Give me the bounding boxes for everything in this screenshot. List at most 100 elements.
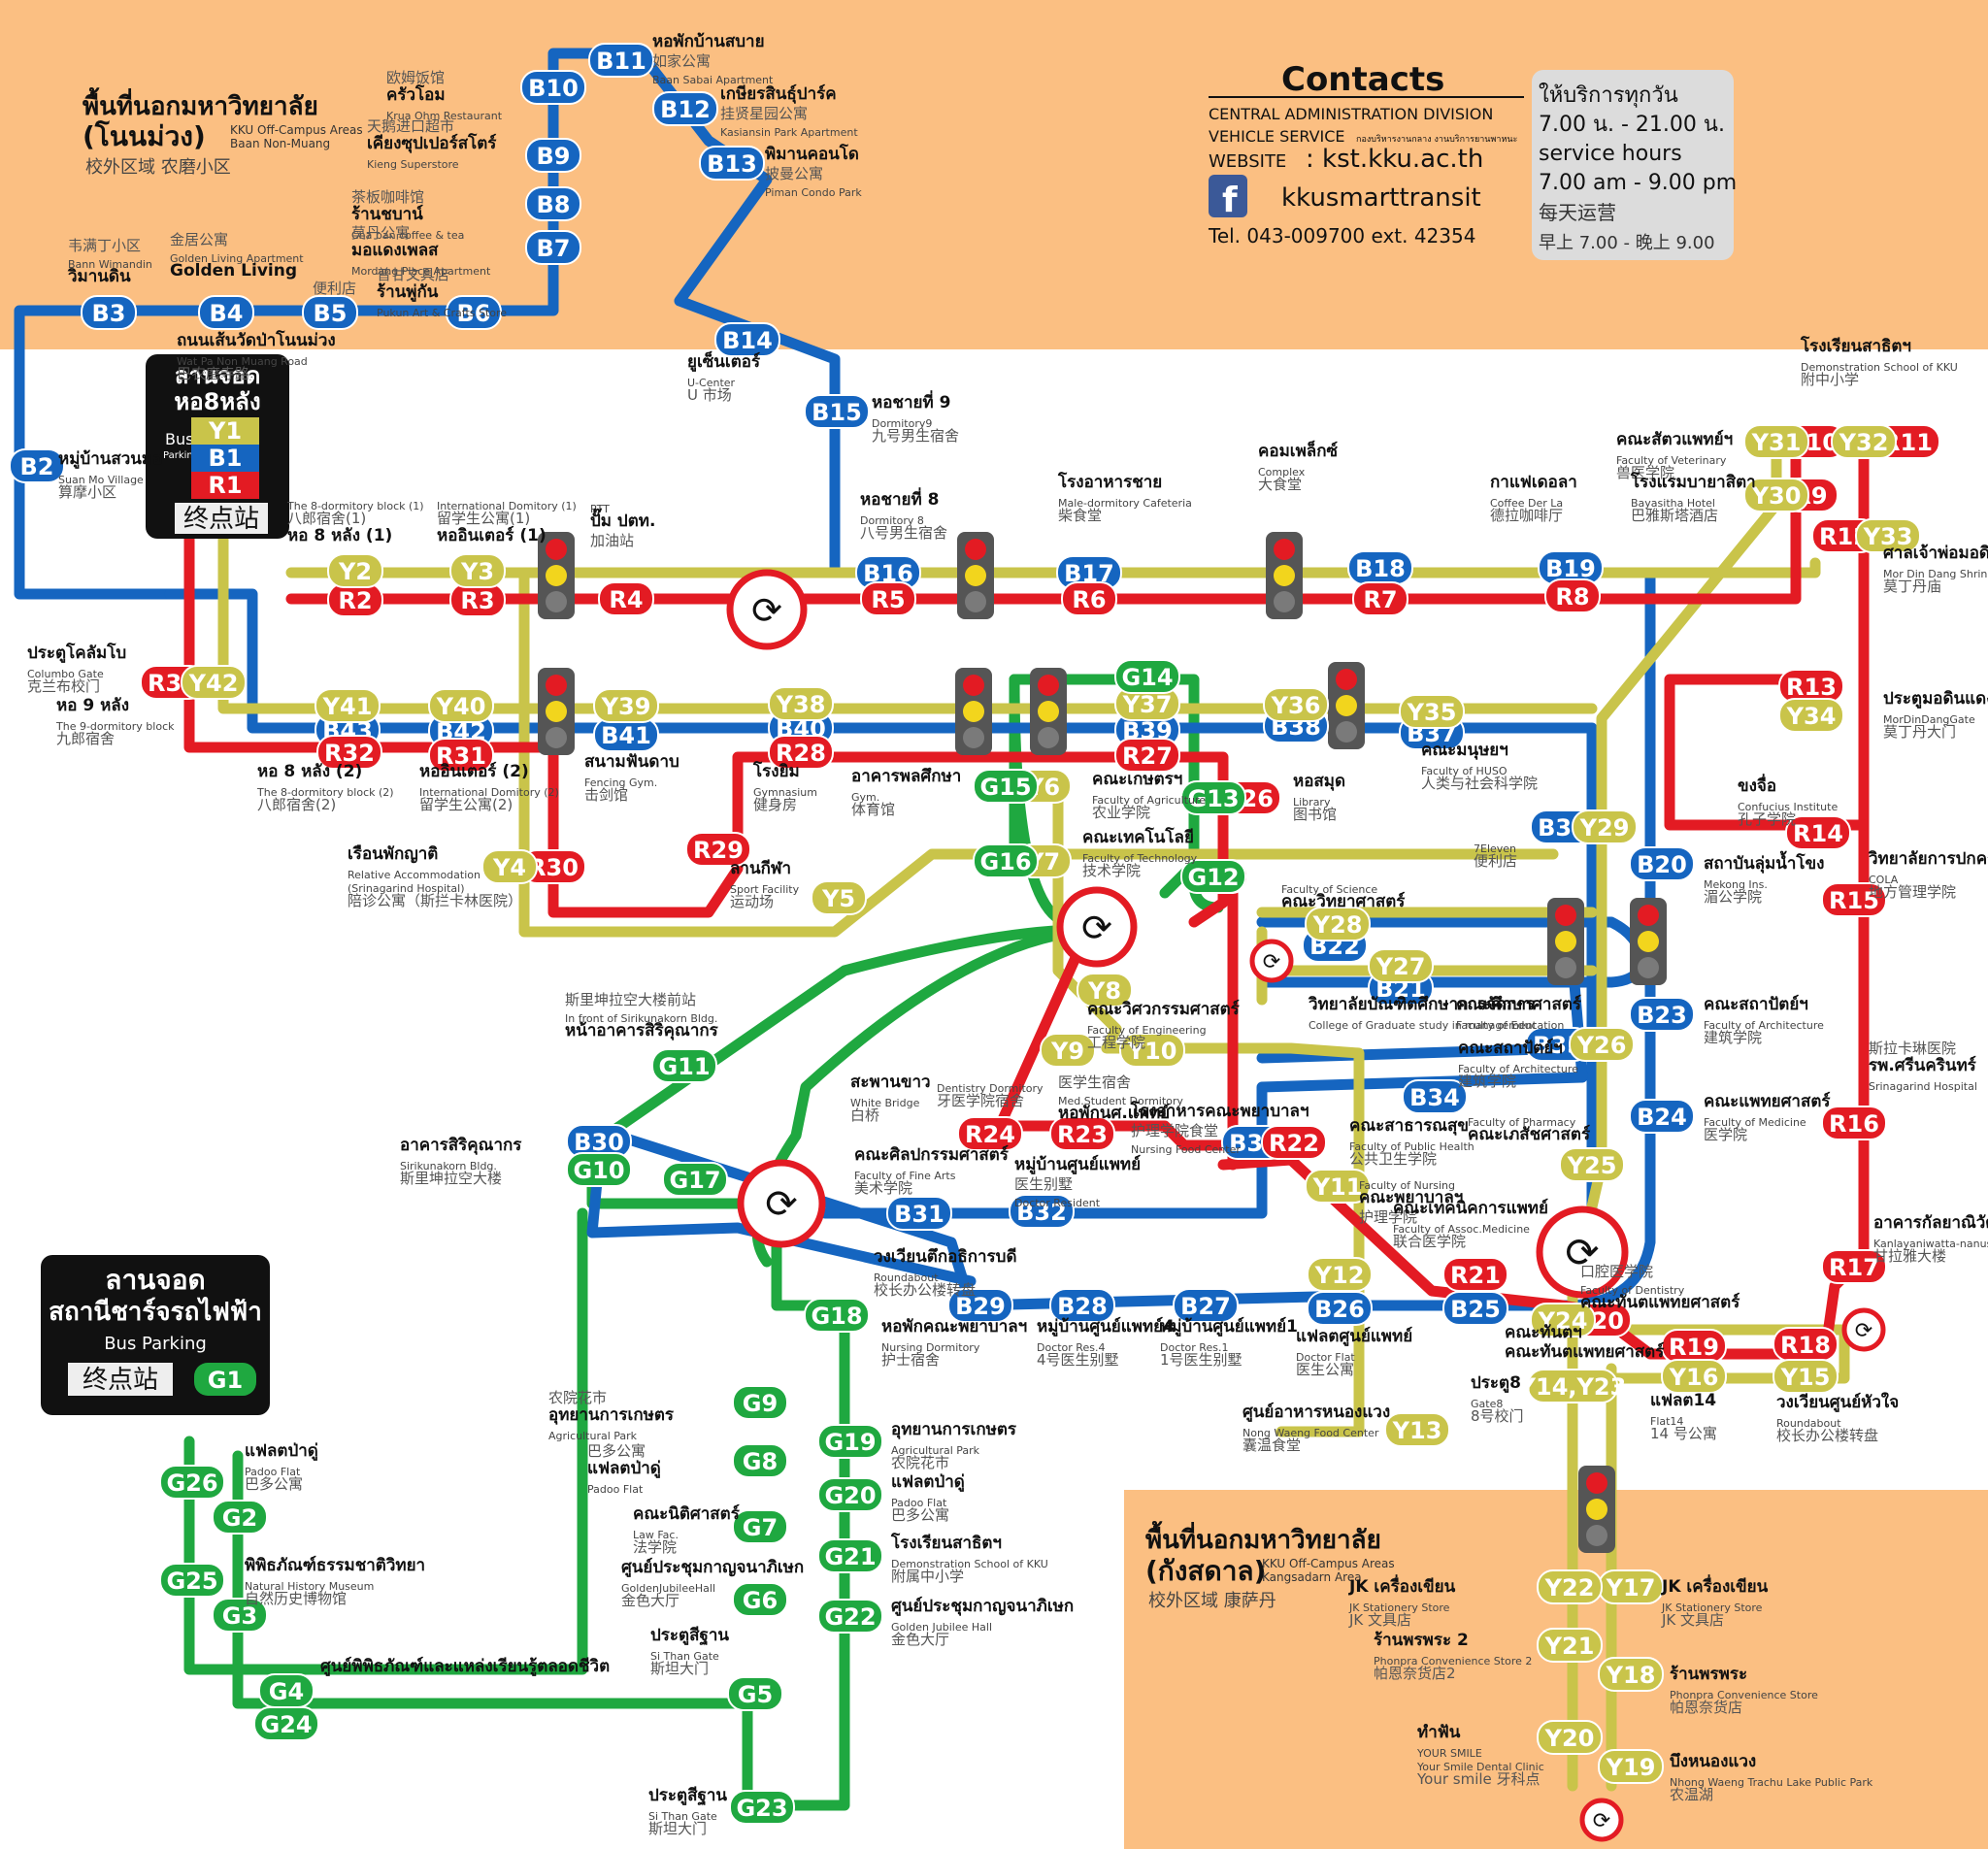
station-g16[interactable]: G16: [973, 843, 1039, 878]
station-y28[interactable]: Y28: [1305, 907, 1371, 941]
station-y2[interactable]: Y2: [327, 553, 383, 588]
station-r2[interactable]: R2: [327, 582, 383, 617]
station-g20[interactable]: G20: [817, 1477, 883, 1512]
station-y34[interactable]: Y34: [1778, 698, 1844, 733]
station-r14[interactable]: R14: [1785, 815, 1851, 850]
station-g23[interactable]: G23: [729, 1790, 795, 1825]
station-b32[interactable]: B32: [1009, 1194, 1075, 1229]
station-y9[interactable]: Y9: [1040, 1033, 1096, 1068]
station-b13[interactable]: B13: [699, 146, 765, 181]
station-r23[interactable]: R23: [1049, 1116, 1115, 1151]
station-y4[interactable]: Y4: [481, 849, 538, 884]
station-r3[interactable]: R3: [449, 582, 506, 617]
station-r19[interactable]: R19: [1661, 1329, 1727, 1364]
station-r31[interactable]: R31: [428, 738, 494, 773]
station-y21[interactable]: Y21: [1537, 1628, 1603, 1663]
station-y27[interactable]: Y27: [1368, 948, 1434, 983]
station-y33[interactable]: Y33: [1855, 518, 1921, 553]
station-g2[interactable]: G2: [212, 1500, 268, 1535]
station-g15[interactable]: G15: [973, 769, 1039, 804]
station-r24[interactable]: R24: [957, 1116, 1023, 1151]
station-b4[interactable]: B4: [198, 295, 254, 330]
station-y12[interactable]: Y12: [1307, 1257, 1373, 1292]
station-g17[interactable]: G17: [662, 1162, 728, 1197]
station-y18[interactable]: Y18: [1598, 1657, 1664, 1692]
station-b28[interactable]: B28: [1049, 1288, 1115, 1323]
station-b10[interactable]: B10: [520, 70, 586, 105]
station-b2[interactable]: B2: [9, 448, 65, 483]
station-b11[interactable]: B11: [588, 43, 654, 78]
station-b25[interactable]: B25: [1442, 1291, 1508, 1326]
station-y30[interactable]: Y30: [1743, 478, 1809, 512]
station-r28[interactable]: R28: [768, 735, 834, 770]
station-g7[interactable]: G7: [732, 1509, 788, 1544]
station-r5[interactable]: R5: [860, 581, 916, 616]
station-g8[interactable]: G8: [732, 1443, 788, 1478]
station-b9[interactable]: B9: [525, 138, 581, 173]
station-r4[interactable]: R4: [598, 581, 654, 616]
station-g10[interactable]: G10: [566, 1152, 632, 1187]
contacts-website[interactable]: : kst.kku.ac.th: [1306, 145, 1483, 174]
station-r15[interactable]: R15: [1821, 882, 1887, 917]
station-b29[interactable]: B29: [947, 1288, 1013, 1323]
station-b5[interactable]: B5: [302, 295, 358, 330]
station-b19[interactable]: B19: [1538, 550, 1604, 585]
station-b24[interactable]: B24: [1629, 1099, 1695, 1134]
station-r22[interactable]: R22: [1261, 1125, 1327, 1160]
station-y22[interactable]: Y22: [1537, 1569, 1603, 1604]
station-y38[interactable]: Y38: [768, 686, 834, 721]
station-g14[interactable]: G14: [1114, 659, 1180, 694]
station-b30[interactable]: B30: [566, 1124, 632, 1159]
station-b6[interactable]: B6: [446, 295, 502, 330]
station-y26[interactable]: Y26: [1569, 1027, 1635, 1062]
station-b17[interactable]: B17: [1056, 555, 1122, 590]
station-y10[interactable]: Y10: [1119, 1033, 1185, 1068]
station-g5[interactable]: G5: [727, 1676, 783, 1711]
station-r18[interactable]: R18: [1773, 1327, 1839, 1362]
station-y19[interactable]: Y19: [1598, 1749, 1664, 1784]
station-y11[interactable]: Y11: [1305, 1169, 1371, 1204]
station-r13[interactable]: R13: [1778, 669, 1844, 704]
station-r21[interactable]: R21: [1442, 1257, 1508, 1292]
station-g19[interactable]: G19: [817, 1424, 883, 1459]
station-y25[interactable]: Y25: [1559, 1147, 1625, 1182]
station-y29[interactable]: Y29: [1572, 809, 1638, 844]
station-b12[interactable]: B12: [652, 91, 718, 126]
station-y14-y23[interactable]: Y14,Y23: [1518, 1369, 1627, 1403]
contacts-facebook[interactable]: kkusmarttransit: [1281, 183, 1481, 213]
station-b14[interactable]: B14: [714, 322, 780, 357]
station-g18[interactable]: G18: [804, 1298, 870, 1333]
station-g12[interactable]: G12: [1180, 859, 1246, 894]
station-y31[interactable]: Y31: [1743, 424, 1809, 459]
station-r16[interactable]: R16: [1821, 1106, 1887, 1140]
station-b27[interactable]: B27: [1173, 1288, 1239, 1323]
station-y39[interactable]: Y39: [593, 688, 659, 723]
station-b41[interactable]: B41: [593, 717, 659, 752]
station-b15[interactable]: B15: [804, 394, 870, 429]
station-y35[interactable]: Y35: [1399, 694, 1465, 729]
station-y36[interactable]: Y36: [1263, 687, 1329, 722]
station-y3[interactable]: Y3: [449, 553, 506, 588]
station-b26[interactable]: B26: [1307, 1291, 1373, 1326]
station-y17[interactable]: Y17: [1598, 1569, 1664, 1604]
station-b7[interactable]: B7: [525, 230, 581, 265]
station-b34[interactable]: B34: [1402, 1079, 1468, 1114]
station-b18[interactable]: B18: [1347, 550, 1413, 585]
station-y40[interactable]: Y40: [428, 688, 494, 723]
station-b20[interactable]: B20: [1629, 846, 1695, 881]
station-y42[interactable]: Y42: [181, 665, 247, 700]
station-b8[interactable]: B8: [525, 186, 581, 221]
station-y24[interactable]: Y24: [1530, 1303, 1596, 1337]
station-r17[interactable]: R17: [1821, 1249, 1887, 1284]
station-g22[interactable]: G22: [817, 1599, 883, 1634]
station-y20[interactable]: Y20: [1537, 1720, 1603, 1755]
station-g13[interactable]: G13: [1180, 780, 1246, 815]
station-r29[interactable]: R29: [685, 832, 751, 867]
station-g3[interactable]: G3: [212, 1598, 268, 1633]
station-b16[interactable]: B16: [855, 555, 921, 590]
station-y5[interactable]: Y5: [811, 880, 867, 915]
station-y13[interactable]: Y13: [1384, 1412, 1450, 1447]
station-g9[interactable]: G9: [732, 1385, 788, 1420]
station-b3[interactable]: B3: [81, 295, 137, 330]
station-y32[interactable]: Y32: [1831, 424, 1897, 459]
